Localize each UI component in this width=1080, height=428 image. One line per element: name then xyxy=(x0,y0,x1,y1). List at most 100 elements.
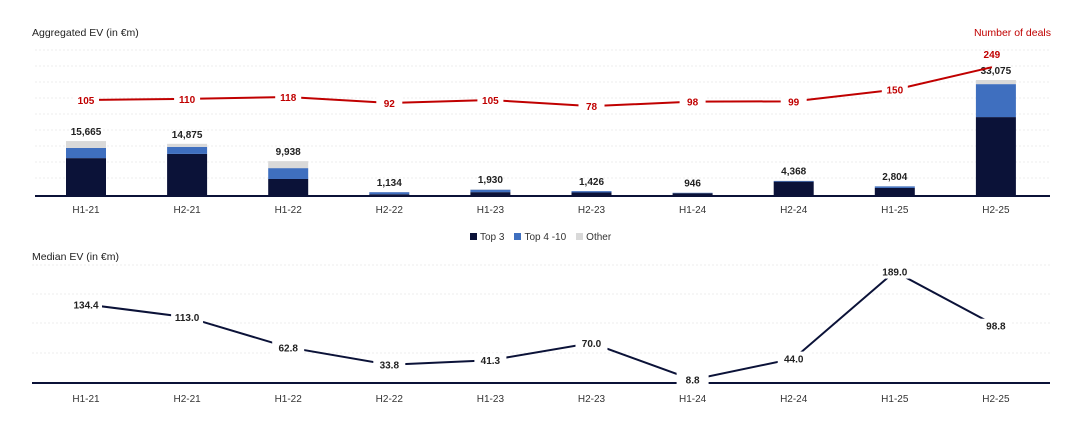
x-tick-label: H1-21 xyxy=(72,394,100,405)
deals-label: 150 xyxy=(886,86,903,97)
median-ev-label: 8.8 xyxy=(686,376,700,387)
x-tick-label: H2-25 xyxy=(982,394,1010,405)
bar-total-label: 14,875 xyxy=(172,130,203,141)
legend-swatch xyxy=(470,233,477,240)
x-tick-label: H1-22 xyxy=(275,394,303,405)
bar-segment-top4-10 xyxy=(167,146,208,154)
median-ev-title: Median EV (in €m) xyxy=(32,251,119,263)
deals-label-bg xyxy=(376,95,403,110)
median-ev-line xyxy=(85,270,997,381)
x-tick-label: H2-24 xyxy=(780,205,808,216)
x-tick-label: H1-25 xyxy=(881,205,909,216)
bar-segment-top3 xyxy=(672,193,713,196)
deals-label-bg xyxy=(578,99,605,114)
bar-segment-top3 xyxy=(571,192,612,196)
legend-label: Other xyxy=(586,232,612,243)
aggregated-ev-title: Aggregated EV (in €m) xyxy=(32,27,139,39)
legend-item-top4-10: Top 4 -10 xyxy=(514,232,566,243)
median-label-bg xyxy=(171,310,204,325)
bar-segment-top3 xyxy=(470,192,511,196)
legend-label: Top 3 xyxy=(480,232,505,243)
legend-label: Top 4 -10 xyxy=(524,232,567,243)
deals-label-bg xyxy=(275,90,302,105)
median-label-bg xyxy=(676,372,709,387)
bar-segment-other xyxy=(66,141,106,148)
deals-line xyxy=(85,66,993,108)
x-tick-label: H2-22 xyxy=(376,394,404,405)
deals-label: 118 xyxy=(280,93,297,104)
x-tick-label: H2-24 xyxy=(780,394,808,405)
bar-total-label: 1,426 xyxy=(579,177,604,188)
x-tick-label: H2-25 xyxy=(982,205,1010,216)
bar-segment-top4-10 xyxy=(571,191,612,193)
deals-label-bg xyxy=(174,91,201,106)
bar-segment-top4-10 xyxy=(66,147,106,159)
bar-segment-other xyxy=(167,143,208,147)
bar-segment-top3 xyxy=(268,178,309,196)
bar-segment-top4-10 xyxy=(470,189,511,193)
deals-label: 110 xyxy=(179,95,196,106)
deals-label: 105 xyxy=(482,96,499,107)
bar-segment-top3 xyxy=(167,153,208,196)
deals-label: 98 xyxy=(687,98,699,109)
median-ev-label: 98.8 xyxy=(986,322,1006,333)
median-label-bg xyxy=(373,357,406,372)
deals-label-bg xyxy=(679,94,706,109)
median-label-bg xyxy=(70,297,102,312)
bar-segment-top4-10 xyxy=(369,192,410,195)
x-tick-label: H1-24 xyxy=(679,394,707,405)
median-label-bg xyxy=(777,351,810,366)
median-ev-label: 41.3 xyxy=(481,356,501,367)
bar-total-label: 4,368 xyxy=(781,167,806,178)
bar-total-label: 1,134 xyxy=(377,178,402,189)
bar-segment-top3 xyxy=(66,158,106,196)
median-ev-label: 70.0 xyxy=(582,339,602,350)
bar-segment-other xyxy=(975,80,1016,85)
x-tick-label: H2-21 xyxy=(173,394,201,405)
median-label-bg xyxy=(878,264,911,279)
bar-total-label: 33,075 xyxy=(981,66,1012,77)
legend-item-other: Other xyxy=(576,232,611,243)
x-tick-label: H2-21 xyxy=(173,205,201,216)
deals-label-bg xyxy=(73,93,99,107)
bar-segment-top4-10 xyxy=(975,84,1016,118)
legend-item-top3: Top 3 xyxy=(470,232,504,243)
median-label-bg xyxy=(272,340,305,355)
median-ev-label: 189.0 xyxy=(882,268,907,279)
bar-total-label: 2,804 xyxy=(882,172,907,183)
bar-total-label: 946 xyxy=(684,179,701,190)
bar-segment-other xyxy=(268,161,309,169)
median-ev-label: 113.0 xyxy=(175,313,200,324)
deals-label: 78 xyxy=(586,102,598,113)
x-tick-label: H1-25 xyxy=(881,394,909,405)
bar-total-label: 9,938 xyxy=(276,147,301,158)
deals-label: 105 xyxy=(78,96,95,107)
deals-label-bg xyxy=(881,82,908,97)
x-tick-label: H2-23 xyxy=(578,205,606,216)
median-ev-label: 33.8 xyxy=(380,361,400,372)
number-of-deals-title: Number of deals xyxy=(973,27,1051,39)
deals-label-bg xyxy=(477,93,504,107)
median-label-bg xyxy=(474,353,507,368)
median-ev-label: 44.0 xyxy=(784,355,804,366)
bar-total-label: 15,665 xyxy=(71,127,102,138)
x-tick-label: H2-22 xyxy=(376,205,404,216)
legend-swatch xyxy=(514,233,522,240)
x-tick-label: H1-24 xyxy=(679,205,707,216)
bar-segment-top3 xyxy=(773,181,814,196)
median-label-bg xyxy=(575,336,608,350)
bar-segment-top3 xyxy=(975,117,1016,196)
median-ev-label: 62.8 xyxy=(278,343,298,354)
legend: Top 3 Top 4 -10 Other xyxy=(470,232,611,243)
median-ev-label: 134.4 xyxy=(73,300,98,311)
legend-swatch xyxy=(576,233,584,240)
deals-label: 99 xyxy=(788,97,800,108)
bar-segment-top4-10 xyxy=(874,186,915,188)
bar-segment-top4-10 xyxy=(773,180,814,182)
bar-total-label: 1,930 xyxy=(478,175,503,186)
median-label-bg xyxy=(979,318,1012,333)
deals-label-bg xyxy=(780,94,807,109)
x-tick-label: H1-22 xyxy=(275,205,303,216)
x-tick-label: H1-23 xyxy=(477,394,505,405)
